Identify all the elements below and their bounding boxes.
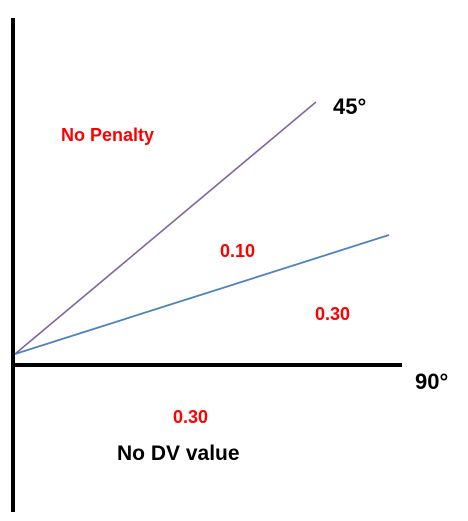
label-45-degree: 45° <box>333 94 367 119</box>
line-45-degree <box>14 101 317 355</box>
label-value-0-10: 0.10 <box>220 241 256 261</box>
label-value-0-30-right: 0.30 <box>315 304 351 324</box>
line-shallow <box>14 234 390 355</box>
label-no-penalty: No Penalty <box>61 125 155 145</box>
label-90-degree: 90° <box>415 369 449 394</box>
label-value-0-30-below: 0.30 <box>173 407 209 427</box>
label-no-dv-value: No DV value <box>117 442 240 465</box>
